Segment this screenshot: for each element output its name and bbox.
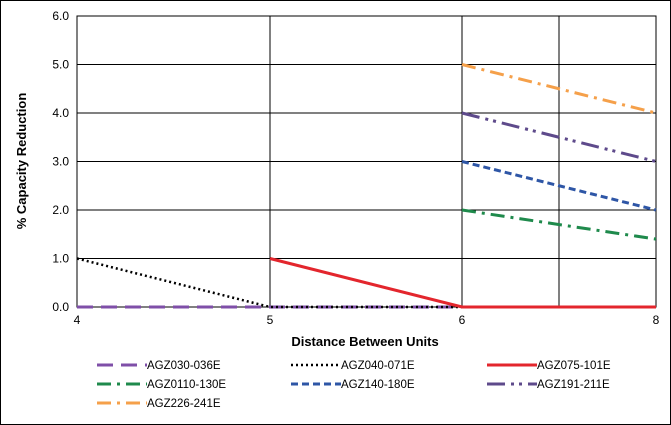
y-tick-label: 6.0 (52, 9, 69, 23)
legend-label: AGZ040-071E (341, 360, 415, 372)
x-tick-label: 6 (459, 313, 466, 327)
series-line-agz075-101e (269, 257, 656, 309)
series-line-agz191-211e (461, 111, 657, 163)
legend-label: AGZ0110-130E (147, 379, 226, 391)
y-tick-label: 0.0 (52, 300, 69, 314)
legend-label: AGZ140-180E (341, 379, 415, 391)
series-line-agz040-071e (76, 257, 656, 309)
x-axis-title: Distance Between Units (291, 334, 438, 349)
series-line-agz140-180e (461, 160, 657, 212)
y-tick-label: 2.0 (52, 203, 69, 217)
y-tick-label: 1.0 (52, 252, 69, 266)
y-tick-label: 5.0 (52, 58, 69, 72)
x-tick-label: 8 (653, 313, 660, 327)
x-tick-label: 5 (267, 313, 274, 327)
legend-label: AGZ030-036E (147, 360, 221, 372)
series-line-agz226-241e (461, 63, 657, 115)
legend-label: AGZ191-211E (537, 379, 610, 391)
x-tick-label: 4 (74, 313, 81, 327)
series-line-agz0110-130e (461, 208, 657, 241)
y-axis-title: % Capacity Reduction (14, 93, 29, 230)
legend-label: AGZ075-101E (537, 360, 611, 372)
y-tick-label: 4.0 (52, 106, 69, 120)
y-tick-label: 3.0 (52, 155, 69, 169)
legend-label: AGZ226-241E (147, 398, 221, 410)
